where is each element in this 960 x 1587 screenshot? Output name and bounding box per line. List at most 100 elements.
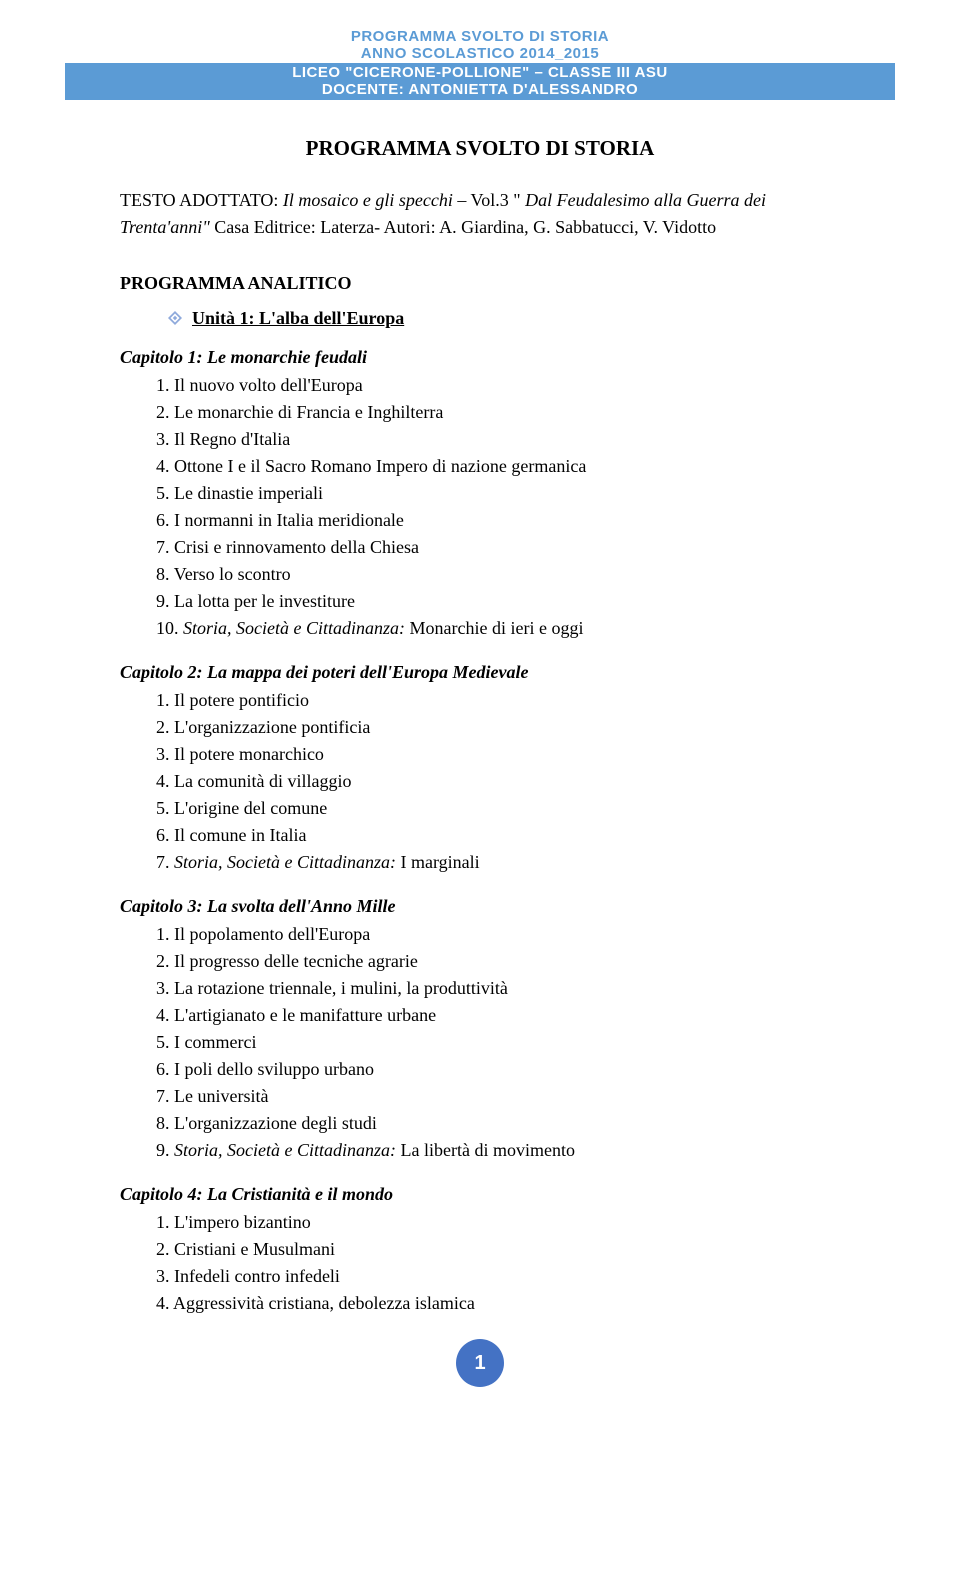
- chapter-item: 6. I poli dello sviluppo urbano: [156, 1056, 840, 1083]
- item-number: 6.: [156, 825, 174, 845]
- item-text: Il potere monarchico: [174, 744, 324, 764]
- item-text: I commerci: [174, 1032, 256, 1052]
- intro-paragraph: TESTO ADOTTATO: Il mosaico e gli specchi…: [120, 187, 840, 241]
- item-number: 8.: [156, 1113, 174, 1133]
- chapter-item: 8. L'organizzazione degli studi: [156, 1110, 840, 1137]
- chapter-item: 4. Aggressività cristiana, debolezza isl…: [156, 1290, 840, 1317]
- chapter-title: Capitolo 3: La svolta dell'Anno Mille: [120, 896, 840, 917]
- item-italic-prefix: Storia, Società e Cittadinanza:: [174, 852, 396, 872]
- item-number: 5.: [156, 483, 174, 503]
- item-text: Verso lo scontro: [174, 564, 291, 584]
- chapter-title: Capitolo 4: La Cristianità e il mondo: [120, 1184, 840, 1205]
- item-number: 2.: [156, 1239, 174, 1259]
- item-text: Il progresso delle tecniche agrarie: [174, 951, 418, 971]
- item-text: Monarchie di ieri e oggi: [405, 618, 583, 638]
- header-line-1: PROGRAMMA SVOLTO DI STORIA: [0, 28, 960, 45]
- chapter-item: 2. L'organizzazione pontificia: [156, 714, 840, 741]
- chapter-block: Capitolo 1: Le monarchie feudali 1. Il nu…: [120, 347, 840, 642]
- item-italic-prefix: Storia, Società e Cittadinanza:: [174, 1140, 396, 1160]
- chapter-item-list: 1. Il potere pontificio2. L'organizzazio…: [120, 687, 840, 876]
- document-body: PROGRAMMA SVOLTO DI STORIA TESTO ADOTTAT…: [0, 100, 960, 1317]
- chapter-item: 3. Il potere monarchico: [156, 741, 840, 768]
- item-number: 5.: [156, 798, 174, 818]
- page-number-container: 1: [0, 1339, 960, 1387]
- chapter-item: 3. Il Regno d'Italia: [156, 426, 840, 453]
- item-text: Il Regno d'Italia: [174, 429, 290, 449]
- chapter-item: 3. Infedeli contro infedeli: [156, 1263, 840, 1290]
- item-number: 2.: [156, 951, 174, 971]
- item-number: 2.: [156, 402, 174, 422]
- chapter-item-list: 1. Il popolamento dell'Europa2. Il progr…: [120, 921, 840, 1164]
- item-text: Il popolamento dell'Europa: [174, 924, 370, 944]
- item-number: 3.: [156, 429, 174, 449]
- item-text: L'organizzazione pontificia: [174, 717, 370, 737]
- header-line-3: LICEO "CICERONE-POLLIONE" – CLASSE III A…: [65, 64, 895, 81]
- item-number: 1.: [156, 690, 174, 710]
- chapter-block: Capitolo 2: La mappa dei poteri dell'Eur…: [120, 662, 840, 876]
- item-text: Ottone I e il Sacro Romano Impero di naz…: [174, 456, 586, 476]
- item-number: 7.: [156, 537, 174, 557]
- item-number: 3.: [156, 744, 174, 764]
- item-number: 10.: [156, 618, 183, 638]
- item-italic-prefix: Storia, Società e Cittadinanza:: [183, 618, 405, 638]
- item-text: Le dinastie imperiali: [174, 483, 323, 503]
- intro-rest: Casa Editrice: Laterza- Autori: A. Giard…: [210, 217, 716, 237]
- chapter-block: Capitolo 4: La Cristianità e il mondo 1. …: [120, 1184, 840, 1317]
- chapter-item: 6. I normanni in Italia meridionale: [156, 507, 840, 534]
- item-text: La lotta per le investiture: [174, 591, 355, 611]
- document-header: PROGRAMMA SVOLTO DI STORIA ANNO SCOLASTI…: [0, 28, 960, 100]
- chapter-item-list: 1. Il nuovo volto dell'Europa2. Le monar…: [120, 372, 840, 642]
- item-text: I poli dello sviluppo urbano: [174, 1059, 374, 1079]
- unit-title: Unità 1: L'alba dell'Europa: [192, 308, 404, 328]
- item-number: 7.: [156, 1086, 174, 1106]
- chapter-item: 1. Il potere pontificio: [156, 687, 840, 714]
- chapter-item: 10. Storia, Società e Cittadinanza: Mona…: [156, 615, 840, 642]
- chapter-item: 5. L'origine del comune: [156, 795, 840, 822]
- header-line-2: ANNO SCOLASTICO 2014_2015: [0, 45, 960, 62]
- item-number: 9.: [156, 1140, 174, 1160]
- item-text: Cristiani e Musulmani: [174, 1239, 335, 1259]
- main-title: PROGRAMMA SVOLTO DI STORIA: [120, 136, 840, 161]
- chapter-block: Capitolo 3: La svolta dell'Anno Mille 1. …: [120, 896, 840, 1164]
- header-banner: LICEO "CICERONE-POLLIONE" – CLASSE III A…: [65, 63, 895, 100]
- item-text: Il potere pontificio: [174, 690, 309, 710]
- item-text: La libertà di movimento: [396, 1140, 575, 1160]
- chapter-title: Capitolo 1: Le monarchie feudali: [120, 347, 840, 368]
- item-number: 4.: [156, 456, 174, 476]
- item-number: 4.: [156, 1005, 174, 1025]
- diamond-bullet-icon: [168, 311, 182, 325]
- chapter-item: 2. Il progresso delle tecniche agrarie: [156, 948, 840, 975]
- item-number: 5.: [156, 1032, 174, 1052]
- chapter-item: 1. Il nuovo volto dell'Europa: [156, 372, 840, 399]
- intro-mid: – Vol.3 ": [453, 190, 525, 210]
- chapter-item: 7. Storia, Società e Cittadinanza: I mar…: [156, 849, 840, 876]
- intro-book-title: Il mosaico e gli specchi: [283, 190, 453, 210]
- unit-heading: Unità 1: L'alba dell'Europa: [168, 308, 840, 329]
- item-text: Il nuovo volto dell'Europa: [174, 375, 363, 395]
- chapter-item: 3. La rotazione triennale, i mulini, la …: [156, 975, 840, 1002]
- item-text: Crisi e rinnovamento della Chiesa: [174, 537, 419, 557]
- chapter-item: 9. Storia, Società e Cittadinanza: La li…: [156, 1137, 840, 1164]
- item-number: 1.: [156, 924, 174, 944]
- chapter-item: 1. Il popolamento dell'Europa: [156, 921, 840, 948]
- chapter-item: 9. La lotta per le investiture: [156, 588, 840, 615]
- item-text: L'impero bizantino: [174, 1212, 311, 1232]
- chapter-item: 5. I commerci: [156, 1029, 840, 1056]
- item-number: 3.: [156, 978, 174, 998]
- chapter-item: 6. Il comune in Italia: [156, 822, 840, 849]
- chapter-item: 2. Cristiani e Musulmani: [156, 1236, 840, 1263]
- item-number: 1.: [156, 375, 174, 395]
- item-text: L'artigianato e le manifatture urbane: [174, 1005, 436, 1025]
- item-number: 3.: [156, 1266, 174, 1286]
- item-text: L'origine del comune: [174, 798, 327, 818]
- item-text: L'organizzazione degli studi: [174, 1113, 377, 1133]
- item-number: 6.: [156, 510, 174, 530]
- item-text: La rotazione triennale, i mulini, la pro…: [174, 978, 508, 998]
- item-text: Il comune in Italia: [174, 825, 306, 845]
- item-number: 2.: [156, 717, 174, 737]
- chapter-item: 4. L'artigianato e le manifatture urbane: [156, 1002, 840, 1029]
- chapter-item: 8. Verso lo scontro: [156, 561, 840, 588]
- program-heading: PROGRAMMA ANALITICO: [120, 273, 840, 294]
- chapter-item-list: 1. L'impero bizantino2. Cristiani e Musu…: [120, 1209, 840, 1317]
- chapter-item: 4. La comunità di villaggio: [156, 768, 840, 795]
